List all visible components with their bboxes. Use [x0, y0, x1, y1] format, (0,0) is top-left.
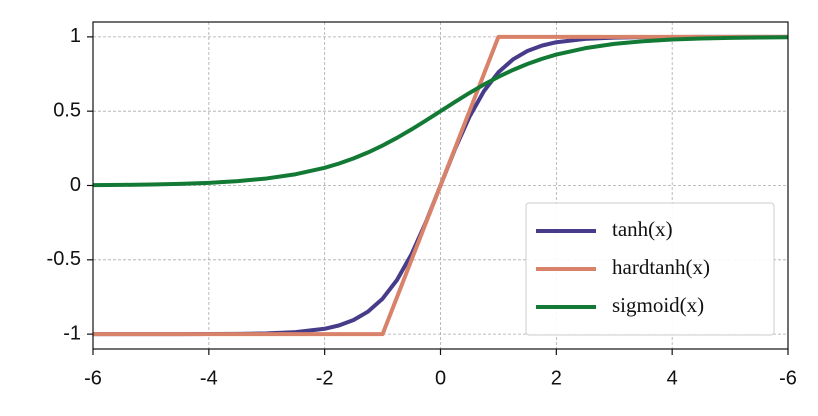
- y-tick-label: 0.5: [53, 99, 81, 121]
- legend-label: sigmoid(x): [612, 293, 704, 317]
- plot-frame: [92, 21, 789, 350]
- x-tick-label: 4: [667, 367, 678, 389]
- legend-box: [525, 202, 775, 336]
- x-tick-label: -6: [779, 367, 797, 389]
- x-tick-label: -4: [200, 367, 218, 389]
- x-tick-label: 0: [435, 367, 446, 389]
- legend-label: hardtanh(x): [612, 255, 710, 279]
- y-tick-label: 1: [70, 25, 81, 47]
- x-tick-label: -2: [316, 367, 334, 389]
- y-tick-label: -1: [63, 322, 81, 344]
- legend: tanh(x) hardtanh(x) sigmoid(x): [525, 202, 775, 336]
- y-tick-label: -0.5: [47, 248, 81, 270]
- line: [92, 35, 789, 188]
- line: [93, 34, 788, 337]
- x-tick-label: -6: [84, 367, 102, 389]
- x-tick-label: 2: [551, 367, 562, 389]
- y-tick-label: 0: [70, 174, 81, 196]
- legend-label: tanh(x): [612, 217, 673, 241]
